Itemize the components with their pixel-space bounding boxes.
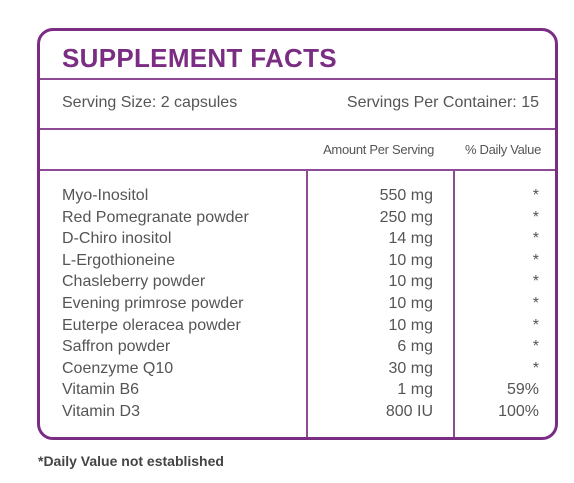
ingredient-name: D-Chiro inositol [62, 230, 172, 248]
ingredient-amount: 10 mg [388, 316, 433, 334]
ingredient-name: Evening primrose powder [62, 295, 244, 312]
servings-per-container: Servings Per Container: 15 [346, 94, 539, 111]
ingredient-amount: 6 mg [397, 338, 433, 356]
ingredient-amount: 10 mg [388, 273, 433, 291]
column-divider [453, 170, 455, 437]
ingredient-amount: 1 mg [397, 381, 433, 399]
ingredient-name: Myo-Inositol [62, 187, 149, 204]
daily-value: 59% [506, 381, 539, 399]
ingredient-name: Vitamin B6 [62, 381, 140, 399]
daily-value: * [532, 208, 539, 226]
ingredient-name: Euterpe oleracea powder [62, 316, 241, 334]
divider [40, 78, 555, 80]
ingredient-name: Red Pomegranate powder [62, 208, 249, 226]
ingredient-amount: 10 mg [388, 251, 433, 269]
panel-title: SUPPLEMENT FACTS [62, 43, 337, 73]
ingredient-name: Vitamin D3 [62, 403, 140, 420]
daily-value: * [532, 230, 539, 248]
ingredient-amount: 250 mg [379, 208, 433, 226]
ingredient-amount: 800 IU [385, 403, 433, 420]
ingredient-name: Chasleberry powder [62, 273, 206, 291]
daily-value: 100% [498, 403, 539, 420]
column-divider [306, 170, 308, 437]
daily-value: * [532, 273, 539, 291]
ingredient-amount: 10 mg [388, 295, 433, 312]
column-header: Amount Per Serving [323, 142, 434, 157]
daily-value: * [532, 251, 539, 269]
ingredient-amount: 30 mg [388, 359, 433, 377]
facts-panel: SUPPLEMENT FACTS Serving Size: 2 capsule… [37, 28, 558, 440]
daily-value: * [532, 295, 539, 312]
ingredient-name: L-Ergothioneine [62, 251, 175, 269]
ingredient-name: Saffron powder [62, 338, 171, 356]
divider [40, 169, 555, 171]
serving-size: Serving Size: 2 capsules [62, 94, 238, 111]
ingredient-amount: 550 mg [379, 187, 433, 204]
daily-value: * [532, 338, 539, 356]
column-header: % Daily Value [464, 142, 541, 157]
footnote: *Daily Value not established [38, 453, 224, 469]
daily-value: * [532, 359, 539, 377]
daily-value: * [532, 316, 539, 334]
ingredient-amount: 14 mg [388, 230, 433, 248]
divider [40, 128, 555, 130]
ingredient-name: Coenzyme Q10 [62, 359, 174, 377]
daily-value: * [532, 187, 539, 204]
